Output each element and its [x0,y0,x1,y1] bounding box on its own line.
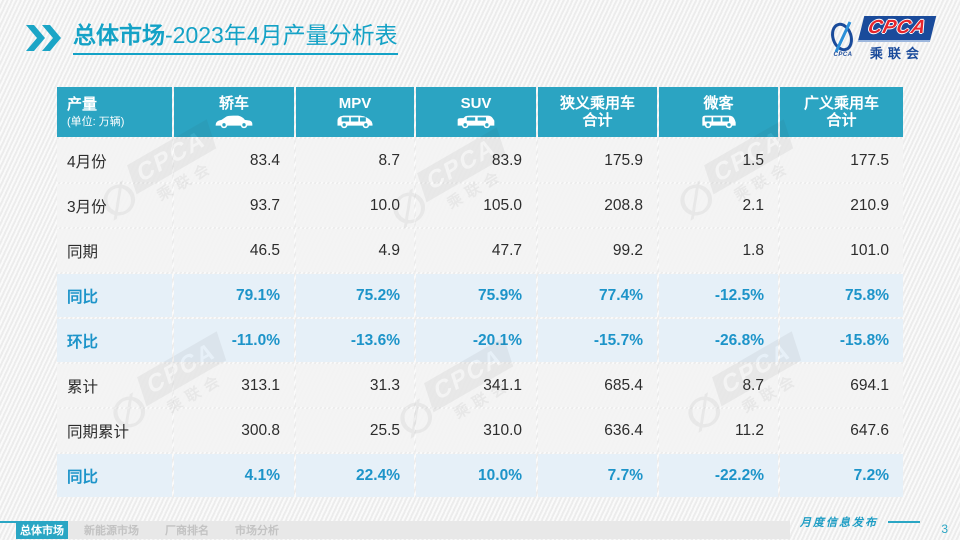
cell-value: 4.9 [296,229,414,272]
cell-value: 47.7 [416,229,536,272]
cell-value: 83.9 [416,139,536,182]
cell-value: 2.1 [659,184,778,227]
cell-value: -11.0% [174,319,294,362]
table-row-cumulative-yoy: 同比 4.1% 22.4% 10.0% 7.7% -22.2% 7.2% [57,454,903,497]
header-mpv: MPV [296,87,414,137]
cell-value: 83.4 [174,139,294,182]
cell-value: 313.1 [174,364,294,407]
table-row-april: 4月份 83.4 8.7 83.9 175.9 1.5 177.5 [57,139,903,182]
cell-value: 310.0 [416,409,536,452]
footer-caption: 月度信息发布 [800,516,878,529]
cpca-band-text: CPCA [857,16,937,42]
suv-icon [457,115,495,129]
cell-value: 10.0% [416,454,536,497]
cell-value: 8.7 [659,364,778,407]
cell-value: 208.8 [538,184,657,227]
cell-value: 1.5 [659,139,778,182]
cell-value: 7.7% [538,454,657,497]
cell-value: 11.2 [659,409,778,452]
cell-value: -15.8% [780,319,903,362]
cell-value: 75.2% [296,274,414,317]
cell-value: 31.3 [296,364,414,407]
header-broad-pv-total: 广义乘用车 合计 [780,87,903,137]
cell-value: 75.8% [780,274,903,317]
cell-value: -13.6% [296,319,414,362]
cell-value: -12.5% [659,274,778,317]
table-row-march: 3月份 93.7 10.0 105.0 208.8 2.1 210.9 [57,184,903,227]
cpca-emblem-subtext: CPCA [833,52,853,58]
production-table: 产量 (单位: 万辆) 轿车 MPV [55,85,905,499]
table-row-same-period-cumulative: 同期累计 300.8 25.5 310.0 636.4 11.2 647.6 [57,409,903,452]
double-chevron-icon [26,25,61,51]
cell-value: 10.0 [296,184,414,227]
cell-value: 341.1 [416,364,536,407]
cell-value: 647.6 [780,409,903,452]
table-row-same-period: 同期 46.5 4.9 47.7 99.2 1.8 101.0 [57,229,903,272]
header-production-title: 产量 [67,95,98,113]
cell-value: 300.8 [174,409,294,452]
table-header-row: 产量 (单位: 万辆) 轿车 MPV [57,87,903,137]
cpca-emblem-icon: CPCA [828,20,858,58]
cell-value: -26.8% [659,319,778,362]
cell-value: 636.4 [538,409,657,452]
page-title-highlight: 总体市场 [73,22,165,48]
cell-value: 105.0 [416,184,536,227]
cell-value: 177.5 [780,139,903,182]
cell-value: -20.1% [416,319,536,362]
cell-value: 22.4% [296,454,414,497]
table-row-cumulative: 累计 313.1 31.3 341.1 685.4 8.7 694.1 [57,364,903,407]
row-label: 同期 [57,229,172,272]
row-label: 同比 [57,454,172,497]
mpv-icon [337,115,373,129]
row-label: 同比 [57,274,172,317]
cell-value: 4.1% [174,454,294,497]
cell-value: 93.7 [174,184,294,227]
table-row-yoy: 同比 79.1% 75.2% 75.9% 77.4% -12.5% 75.8% [57,274,903,317]
cell-value: 101.0 [780,229,903,272]
header-production-unit: (单位: 万辆) [67,115,125,128]
cell-value: 8.7 [296,139,414,182]
tab-nev-market[interactable]: 新能源市场 [84,525,139,537]
sedan-icon [215,115,253,129]
tab-overall-market[interactable]: 总体市场 [16,521,68,539]
row-label: 3月份 [57,184,172,227]
microvan-icon [701,115,736,129]
cell-value: 694.1 [780,364,903,407]
cell-value: 25.5 [296,409,414,452]
cell-value: 77.4% [538,274,657,317]
cell-value: 685.4 [538,364,657,407]
table-row-mom: 环比 -11.0% -13.6% -20.1% -15.7% -26.8% -1… [57,319,903,362]
cell-value: 99.2 [538,229,657,272]
page-title-rest: -2023年4月产量分析表 [165,22,398,48]
header-suv: SUV [416,87,536,137]
cell-value: 75.9% [416,274,536,317]
header-sedan: 轿车 [174,87,294,137]
cell-value: -22.2% [659,454,778,497]
header-narrow-pv-total: 狭义乘用车 合计 [538,87,657,137]
cell-value: 1.8 [659,229,778,272]
cell-value: 210.9 [780,184,903,227]
cell-value: 175.9 [538,139,657,182]
cell-value: -15.7% [538,319,657,362]
row-label: 4月份 [57,139,172,182]
cpca-logo: CPCA CPCA 乘联会 [828,15,948,63]
cpca-chinese-name: 乘联会 [869,46,924,61]
page-number: 3 [941,522,948,536]
tab-oem-ranking[interactable]: 厂商排名 [165,525,209,537]
header-production: 产量 (单位: 万辆) [57,87,172,137]
footer-line-dash [888,521,920,523]
footer-nav-inactive: 新能源市场 厂商排名 市场分析 [68,521,790,539]
row-label: 同期累计 [57,409,172,452]
cell-value: 7.2% [780,454,903,497]
footer-nav: 总体市场 新能源市场 厂商排名 市场分析 [16,521,790,539]
row-label: 环比 [57,319,172,362]
header-microvan: 微客 [659,87,778,137]
tab-market-analysis[interactable]: 市场分析 [235,525,279,537]
slide-title-row: 总体市场-2023年4月产量分析表 [26,22,398,55]
row-label: 累计 [57,364,172,407]
cell-value: 46.5 [174,229,294,272]
cell-value: 79.1% [174,274,294,317]
page-title: 总体市场-2023年4月产量分析表 [73,22,398,55]
